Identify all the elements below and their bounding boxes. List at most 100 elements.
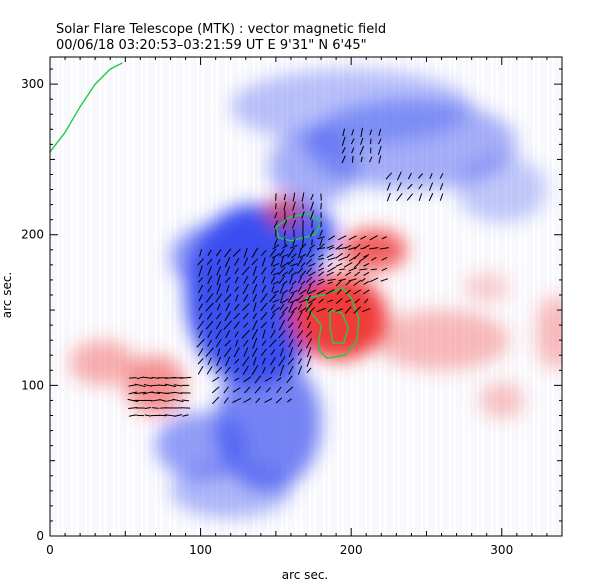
field-vector [198,303,203,311]
field-vector [261,284,267,293]
field-vector [309,307,315,313]
field-vector [288,267,294,275]
field-vector [270,267,276,275]
field-vector [360,235,367,240]
field-vector [363,280,370,285]
field-vector [318,298,324,304]
field-vector [164,383,176,388]
field-vector [317,280,326,286]
field-vector [205,347,214,358]
field-vector [251,365,259,376]
field-vector [243,247,248,258]
field-vector [260,321,268,329]
field-vector [234,276,239,284]
field-vector [278,319,286,331]
field-vector [363,271,370,276]
field-vector [341,155,346,164]
field-vector [224,376,229,382]
field-vector [280,261,290,268]
field-vector [296,294,304,302]
field-vector [128,391,138,395]
field-vector [270,349,276,356]
field-vector [353,306,361,314]
field-vector [199,249,203,257]
field-vector [224,256,231,268]
field-vector [378,128,382,136]
field-vector [396,171,402,181]
field-vector [306,294,312,302]
field-vector [283,193,287,201]
field-vector [264,397,273,403]
field-vector [379,247,389,250]
field-vector [354,298,360,304]
field-vector [306,284,312,294]
field-vector [243,376,252,383]
field-vector [260,348,268,357]
y-tick-label: 200 [21,228,44,242]
field-vector [244,386,251,394]
field-vector [326,271,334,277]
field-vector [150,399,160,402]
field-vector [363,254,370,258]
field-vector [233,321,240,330]
x-tick-label: 300 [490,543,513,557]
field-vector [290,290,298,294]
axis-ticks [49,57,563,537]
region-positive-12 [265,197,302,228]
field-vector [234,257,240,266]
field-vector [317,247,326,250]
field-vector [292,201,296,211]
field-vector [260,311,268,321]
field-vector [298,276,302,284]
field-vector [232,397,242,403]
region-negative-9 [170,463,291,518]
field-vector [279,249,285,257]
field-vector [182,414,189,417]
field-vector [205,293,214,303]
field-vector [261,357,266,365]
field-vector [348,246,358,251]
field-vector [306,312,312,321]
field-vector [173,384,183,387]
field-vector [198,330,203,339]
field-vector [274,211,278,219]
field-vector [337,235,347,241]
field-vector [281,289,288,295]
field-vector [301,192,305,202]
field-vector [207,249,212,256]
field-vector [224,366,231,374]
field-vector [273,220,278,229]
field-vector [212,396,220,405]
field-vector [351,147,355,154]
field-vector [307,289,317,295]
field-vector [370,138,372,145]
field-vector [309,229,315,238]
field-vector [317,236,325,240]
field-vector [166,399,174,402]
field-vector [233,303,240,311]
field-vector [353,261,361,269]
field-vector [386,192,391,202]
field-vector [134,391,147,395]
field-vector [279,303,285,311]
field-vector [215,321,222,330]
field-vector [290,306,298,314]
region-negative-7 [230,69,472,145]
field-vector [305,267,313,275]
field-vector [289,275,293,284]
field-vector [270,312,276,320]
field-vector [306,355,312,367]
field-vector [181,399,190,402]
field-vector [212,376,220,382]
field-vector [292,238,296,246]
field-vector [279,284,285,294]
field-vector [197,348,204,357]
field-vector [261,366,266,374]
field-vector [318,267,325,272]
field-vector [299,243,307,251]
field-vector [270,257,276,267]
field-vector [234,367,240,374]
field-vector [279,312,285,320]
region-positive-17 [536,295,562,371]
field-vector [346,253,351,259]
